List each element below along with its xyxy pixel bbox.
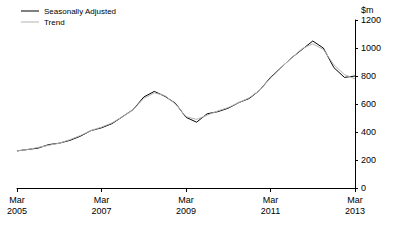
svg-text:Trend: Trend [44, 18, 65, 27]
svg-text:0: 0 [361, 183, 366, 193]
svg-text:1000: 1000 [361, 43, 381, 53]
svg-text:Mar: Mar [9, 195, 25, 205]
svg-text:2013: 2013 [345, 206, 365, 216]
svg-text:800: 800 [361, 71, 376, 81]
svg-text:Mar: Mar [94, 195, 110, 205]
svg-text:200: 200 [361, 155, 376, 165]
svg-text:$m: $m [361, 5, 374, 15]
svg-text:Mar: Mar [347, 195, 363, 205]
svg-text:Mar: Mar [263, 195, 279, 205]
svg-text:2011: 2011 [261, 206, 280, 216]
svg-text:Mar: Mar [178, 195, 194, 205]
svg-text:2009: 2009 [176, 206, 196, 216]
svg-text:Seasonally Adjusted: Seasonally Adjusted [44, 7, 116, 16]
svg-text:1200: 1200 [361, 15, 381, 25]
svg-text:2007: 2007 [91, 206, 111, 216]
svg-text:400: 400 [361, 127, 376, 137]
svg-text:2005: 2005 [7, 206, 27, 216]
svg-text:600: 600 [361, 99, 376, 109]
